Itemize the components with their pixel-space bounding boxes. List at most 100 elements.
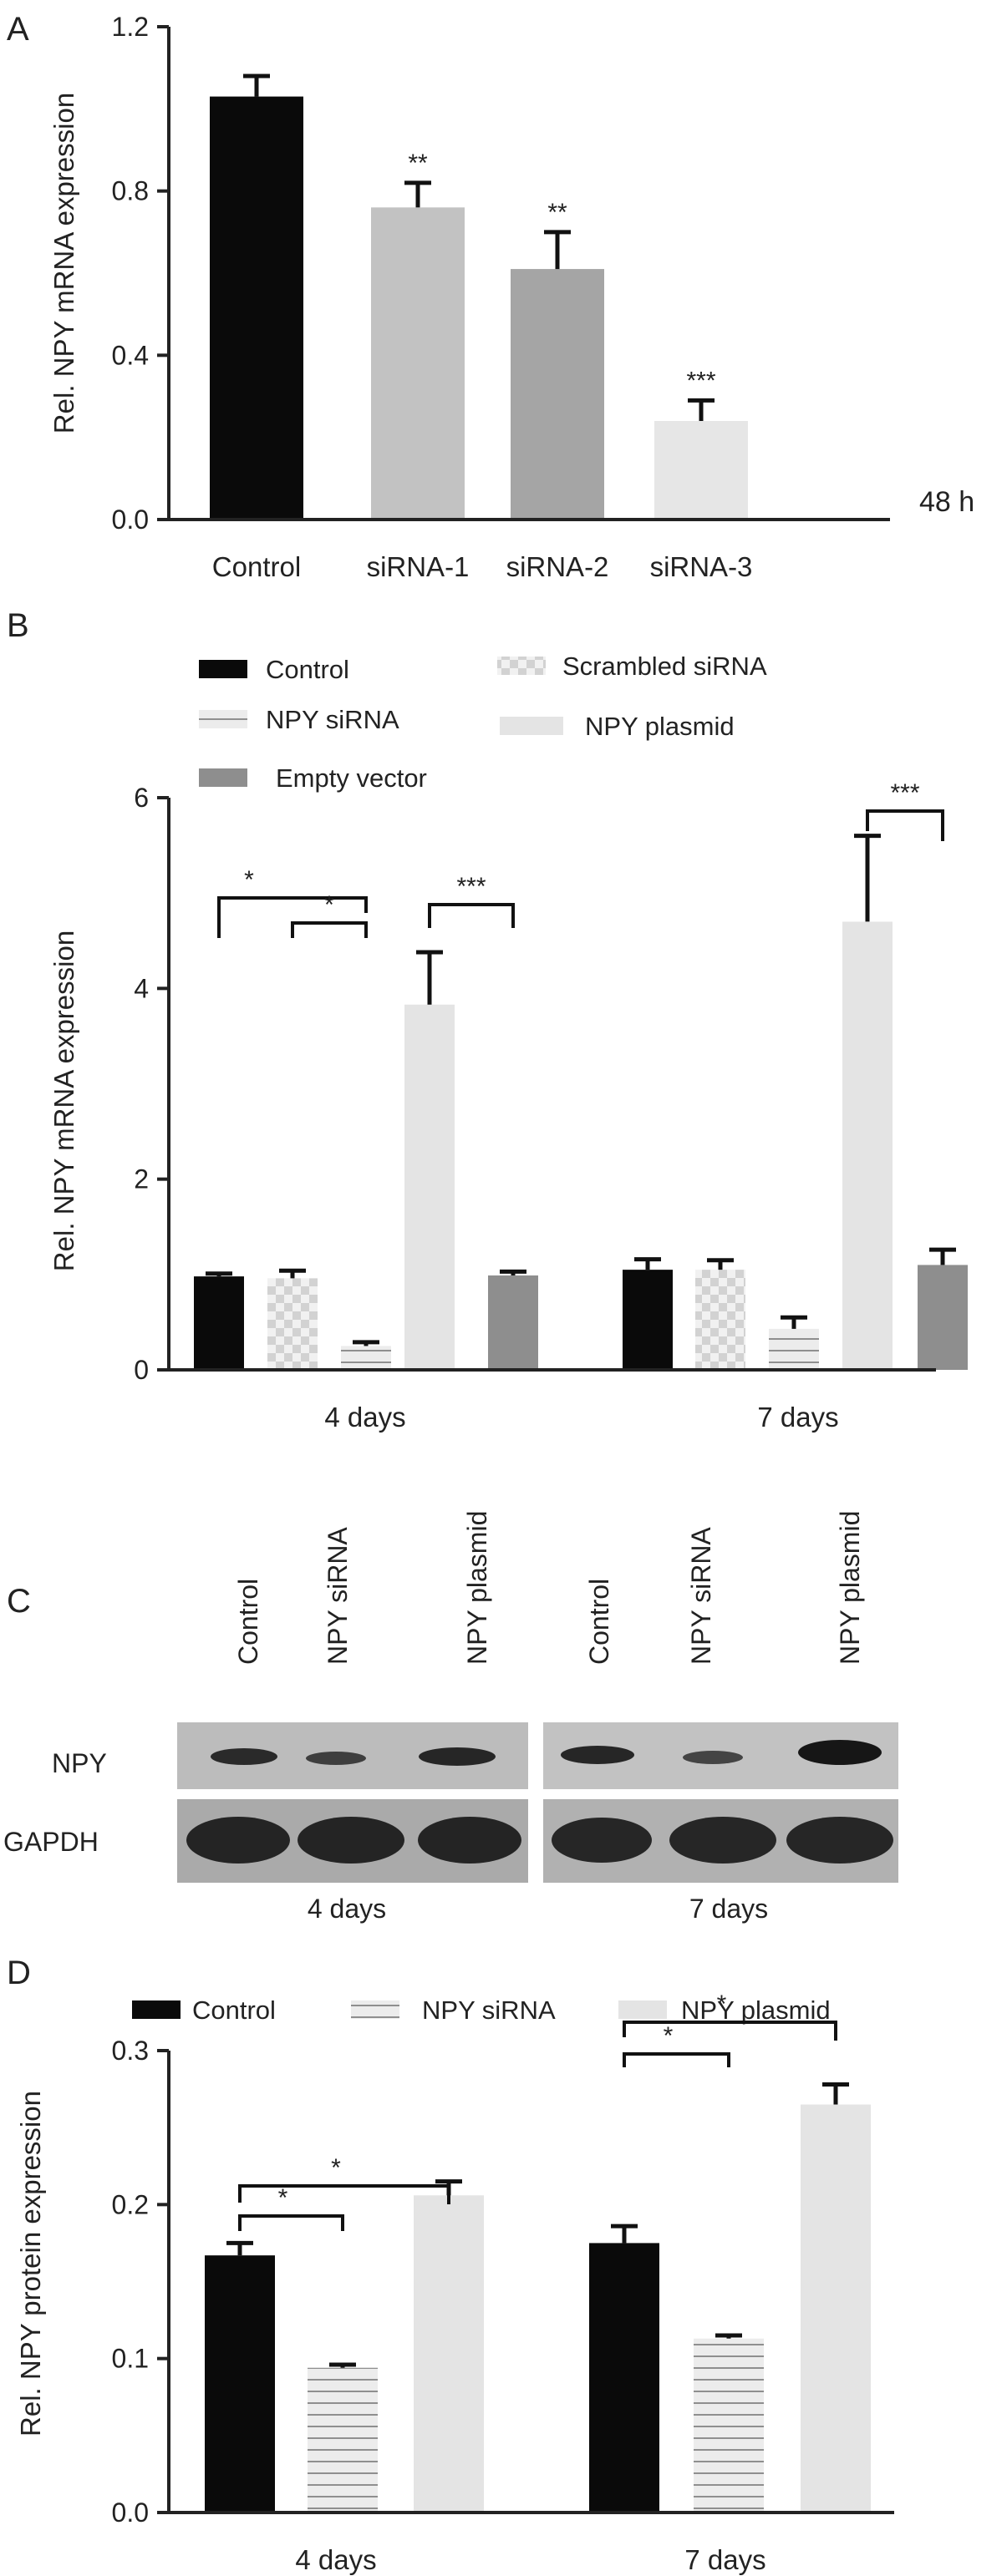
panel-d-y-tick-label: 0.3 — [112, 2036, 149, 2066]
panel-d-y-axis-label: Rel. NPY protein expression — [15, 2091, 46, 2437]
panel-d-bracket-4-days-1-label: * — [278, 2184, 288, 2212]
panel-d-bracket-7-days-3 — [623, 2052, 730, 2067]
panel-a-bar-control — [210, 96, 303, 520]
panel-b-bracket-4-days-1 — [217, 896, 368, 938]
blot-lane-label-7d-npy-sirna: NPY siRNA — [686, 1527, 716, 1665]
blot-lane-label-7d-control: Control — [584, 1579, 614, 1665]
panel-a-y-tick-label: 0.8 — [112, 176, 149, 206]
panel-d-bracket-4-days-1 — [238, 2214, 344, 2231]
panel-a-bar-sirna-3-significance: *** — [686, 367, 715, 394]
panel-b-legend-swatch-scrambled-sirna — [497, 657, 546, 675]
blot-band-npy-7d-control — [561, 1746, 634, 1764]
panel-b-legend-swatch-npy-plasmid — [500, 717, 563, 735]
panel-b-legend-label-scrambled-sirna: Scrambled siRNA — [562, 652, 767, 681]
blot-band-gapdh-7d-control — [552, 1818, 652, 1863]
panel-b-bar-7-days-control — [623, 1270, 673, 1370]
panel-b-y-tick-label: 4 — [134, 973, 149, 1003]
blot-band-gapdh-7d-npy-sirna — [669, 1817, 776, 1864]
panel-b-bracket-4-days-2-label: * — [324, 891, 334, 919]
panel-a-y-tick-label: 0.0 — [112, 505, 149, 535]
panel-b-bracket-7-days-4-label: *** — [890, 779, 919, 807]
panel-b-significance-brackets: ******** — [217, 779, 944, 938]
panel-c: C Control NPY siRNA NPY plasmid Control … — [3, 1511, 898, 1924]
panel-d-bracket-7-days-4 — [623, 2021, 837, 2041]
blot-row-label-npy: NPY — [52, 1748, 107, 1778]
panel-d: D Control NPY siRNA NPY plasmid Rel. NPY… — [7, 1955, 894, 2575]
panel-b-y-ticks: 0 2 4 6 — [134, 783, 169, 1385]
panel-a-x-label-control: Control — [212, 551, 301, 582]
blot-band-gapdh-4d-npy-sirna — [298, 1817, 404, 1864]
panel-d-legend-swatch-control — [132, 2000, 181, 2019]
panel-b-bar-4-days-npy-sirna — [341, 1346, 391, 1370]
panel-b-bar-7-days-empty-vector — [918, 1265, 968, 1370]
panel-d-bracket-7-days-4-label: * — [717, 1990, 727, 2018]
panel-d-legend-swatch-npy-sirna — [351, 2000, 399, 2019]
panel-d-legend-label-npy-plasmid: NPY plasmid — [681, 1995, 831, 2025]
blot-band-npy-7d-npy-sirna — [683, 1751, 743, 1764]
panel-d-bars — [205, 2082, 871, 2513]
panel-d-bar-4-days-npy-plasmid — [414, 2195, 484, 2513]
panel-b-bar-4-days-empty-vector — [488, 1275, 538, 1370]
panel-b-bracket-4-days-3 — [428, 903, 515, 928]
panel-d-bracket-4-days-2-label: * — [331, 2154, 341, 2182]
panel-d-significance-brackets: * * * * — [238, 1990, 837, 2231]
panel-b-legend: Control NPY siRNA Empty vector Scrambled… — [199, 652, 767, 793]
panel-d-bar-7-days-control — [589, 2243, 659, 2513]
panel-b-bar-4-days-scrambled-sirna — [267, 1278, 318, 1370]
panel-b-legend-label-control: Control — [266, 655, 349, 684]
panel-a-x-label-sirna-3: siRNA-3 — [650, 551, 753, 582]
panel-b-bracket-4-days-2 — [291, 921, 368, 938]
panel-b-y-tick-label: 6 — [134, 783, 149, 813]
panel-b-y-tick-label: 2 — [134, 1164, 149, 1194]
panel-a-x-tick-labels: Control siRNA-1 siRNA-2 siRNA-3 — [212, 551, 753, 582]
panel-d-x-label-4-days: 4 days — [295, 2544, 376, 2575]
blot-lane-label-7d-npy-plasmid: NPY plasmid — [835, 1511, 865, 1665]
panel-d-bar-4-days-control — [205, 2255, 275, 2513]
panel-b-x-tick-labels: 4 days 7 days — [324, 1402, 838, 1433]
panel-b-bar-4-days-npy-plasmid — [404, 1004, 455, 1370]
blot-band-gapdh-7d-npy-plasmid — [786, 1817, 893, 1864]
panel-b-legend-label-npy-plasmid: NPY plasmid — [585, 712, 735, 741]
panel-d-letter: D — [7, 1955, 31, 1991]
panel-a-letter: A — [7, 11, 29, 48]
panel-d-x-label-7-days: 7 days — [684, 2544, 765, 2575]
panel-d-x-tick-labels: 4 days 7 days — [295, 2544, 765, 2575]
panel-a-bar-sirna-3 — [654, 421, 748, 520]
blot-band-npy-4d-npy-sirna — [306, 1752, 366, 1765]
panel-b-bar-7-days-scrambled-sirna — [695, 1270, 745, 1370]
panel-d-bar-7-days-npy-plasmid — [801, 2104, 871, 2513]
panel-a-y-tick-label: 0.4 — [112, 340, 149, 370]
blot-lane-label-4d-npy-sirna: NPY siRNA — [323, 1527, 353, 1665]
panel-a: A Rel. NPY mRNA expression 0.00.40.81.2 … — [7, 11, 974, 582]
panel-d-y-tick-label: 0.1 — [112, 2344, 149, 2374]
panel-b-legend-swatch-empty-vector — [199, 768, 247, 787]
panel-b-bar-7-days-npy-sirna — [769, 1328, 819, 1370]
panel-b-bar-7-days-npy-plasmid — [842, 921, 893, 1370]
panel-b-legend-swatch-control — [199, 660, 247, 678]
panel-b-bracket-7-days-4 — [866, 809, 944, 841]
panel-b-bars — [194, 834, 968, 1370]
panel-a-y-tick-label: 1.2 — [112, 12, 149, 42]
panel-a-timepoint-label: 48 h — [919, 486, 974, 518]
panel-b-x-label-4-days: 4 days — [324, 1402, 405, 1433]
blot-band-gapdh-4d-npy-plasmid — [418, 1817, 521, 1864]
panel-d-legend-swatch-npy-plasmid — [618, 2000, 667, 2019]
panel-a-bar-sirna-2 — [511, 269, 604, 520]
panel-a-x-label-sirna-1: siRNA-1 — [367, 551, 470, 582]
blot-group-label-4-days: 4 days — [308, 1894, 386, 1924]
panel-a-x-label-sirna-2: siRNA-2 — [506, 551, 609, 582]
panel-d-y-tick-label: 0.0 — [112, 2497, 149, 2528]
panel-d-bar-7-days-npy-sirna — [694, 2338, 764, 2513]
panel-d-legend: Control NPY siRNA NPY plasmid — [132, 1995, 831, 2025]
panel-d-bracket-4-days-2 — [238, 2184, 450, 2204]
panel-a-bars: ******* — [210, 74, 748, 520]
blot-row-label-gapdh: GAPDH — [3, 1827, 99, 1857]
blot-group-label-7-days: 7 days — [689, 1894, 768, 1924]
panel-b-legend-label-npy-sirna: NPY siRNA — [266, 705, 399, 734]
panel-b: B Control NPY siRNA Empty vector Scrambl… — [7, 607, 968, 1433]
panel-b-y-tick-label: 0 — [134, 1355, 149, 1385]
panel-a-bar-sirna-2-significance: ** — [547, 199, 567, 226]
panel-a-bar-sirna-1-significance: ** — [408, 150, 428, 177]
panel-d-bar-4-days-npy-sirna — [308, 2367, 378, 2513]
panel-b-x-label-7-days: 7 days — [757, 1402, 838, 1433]
